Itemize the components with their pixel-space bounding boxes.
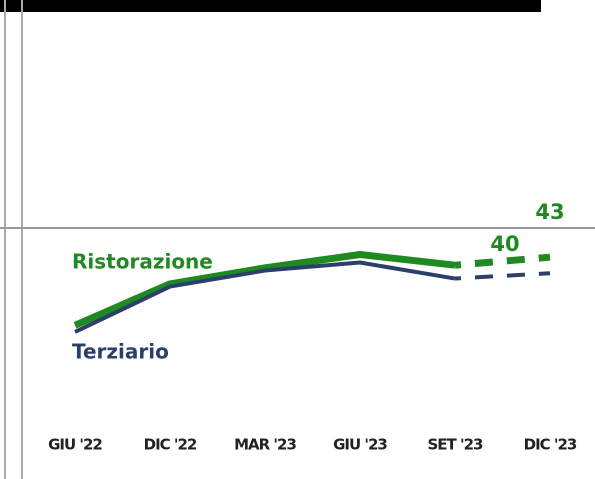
series-label: Terziario bbox=[72, 340, 169, 364]
x-tick-label: SET '23 bbox=[428, 436, 484, 454]
forecast-line bbox=[454, 271, 551, 281]
forecast-line bbox=[454, 253, 551, 269]
x-tick-label: GIU '23 bbox=[333, 436, 387, 454]
x-tick-label: MAR '23 bbox=[234, 436, 296, 454]
value-label: 43 bbox=[535, 200, 564, 224]
series-label: Ristorazione bbox=[72, 250, 213, 274]
series-line bbox=[74, 260, 456, 334]
x-tick-label: DIC '22 bbox=[144, 436, 197, 454]
x-tick-label: DIC '23 bbox=[524, 436, 577, 454]
x-tick-label: GIU '22 bbox=[48, 436, 102, 454]
value-label: 40 bbox=[490, 232, 519, 256]
series-line bbox=[73, 251, 456, 329]
header-bar bbox=[0, 0, 541, 12]
